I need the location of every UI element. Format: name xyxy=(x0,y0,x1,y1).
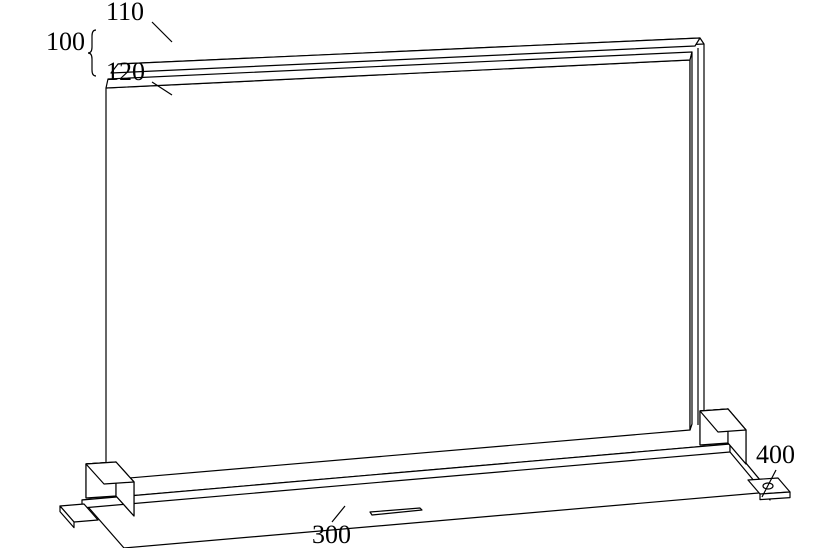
label-110: 110 xyxy=(106,0,144,26)
label-300: 300 xyxy=(312,520,351,548)
label-400: 400 xyxy=(756,440,795,469)
label-100: 100 xyxy=(46,27,85,56)
label-120: 120 xyxy=(106,57,145,86)
